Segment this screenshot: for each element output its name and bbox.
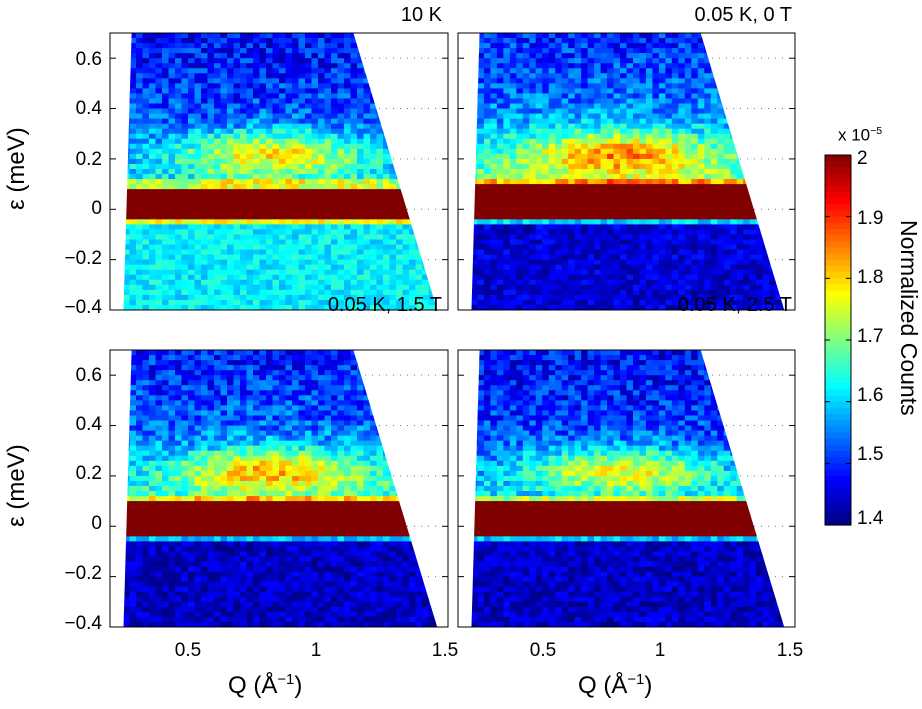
panel-border [457, 32, 796, 311]
colorbar-tick: 1.4 [857, 508, 884, 529]
x-axis-label-text: Q (Å [228, 672, 278, 699]
heatmap-panel-3 [457, 349, 796, 628]
x-axis-label-right: Q (Å−1) [578, 672, 652, 700]
ytick: 0.6 [75, 49, 102, 70]
ytick: 0 [91, 198, 102, 219]
xtick: 0.5 [174, 640, 202, 661]
colorbar-tick: 1.7 [857, 326, 884, 347]
ytick: 0.2 [75, 463, 102, 484]
panel-border [109, 349, 449, 628]
ytick: 0 [91, 513, 102, 534]
ytick: −0.2 [64, 248, 102, 269]
x-axis-label-power: −1 [627, 672, 645, 688]
x-axis-label-text: Q (Å [578, 672, 628, 699]
panel-border [109, 32, 449, 311]
colorbar-label: Normalized Counts [896, 220, 922, 416]
y-axis-label-bottom: ε (meV) [3, 444, 30, 527]
colorbar-exponent-power: −5 [870, 125, 883, 137]
panel-title-2-5t: 0.05 K, 2.5 T [677, 294, 792, 316]
x-axis-label-close: ) [294, 672, 303, 699]
heatmap-panel-2 [109, 349, 449, 628]
panel-title-1-5t: 0.05 K, 1.5 T [327, 294, 442, 316]
ytick: 0.4 [75, 98, 102, 119]
ytick: 0.2 [75, 149, 102, 170]
colorbar-tick: 1.5 [857, 444, 884, 465]
x-axis-label-power: −1 [277, 672, 295, 688]
xtick: 1 [310, 640, 322, 661]
panel-border [457, 349, 796, 628]
ytick: −0.2 [64, 563, 102, 584]
ytick: −0.4 [64, 297, 102, 318]
colorbar-tick: 1.8 [857, 267, 884, 288]
colorbar-exponent: x 10−5 [838, 125, 882, 146]
xtick: 1 [654, 640, 666, 661]
ytick: −0.4 [64, 613, 102, 634]
xtick: 0.5 [529, 640, 557, 661]
panel-title-0t: 0.05 K, 0 T [694, 4, 792, 26]
y-axis-label-top: ε (meV) [3, 127, 30, 210]
colorbar-exponent-prefix: x 10 [838, 125, 871, 145]
x-axis-label-close: ) [644, 672, 653, 699]
x-axis-label-left: Q (Å−1) [228, 672, 302, 700]
heatmap-panel-0 [109, 32, 449, 311]
ytick: 0.6 [75, 365, 102, 386]
panel-title-10k: 10 K [400, 4, 442, 26]
colorbar-tick: 1.6 [857, 385, 884, 406]
xtick: 1.5 [431, 640, 459, 661]
xtick: 1.5 [776, 640, 804, 661]
heatmap-panel-1 [457, 32, 796, 311]
ytick: 0.4 [75, 414, 102, 435]
colorbar-tick: 1.9 [857, 208, 884, 229]
colorbar-tick: 2 [857, 148, 868, 169]
colorbar [824, 154, 852, 526]
